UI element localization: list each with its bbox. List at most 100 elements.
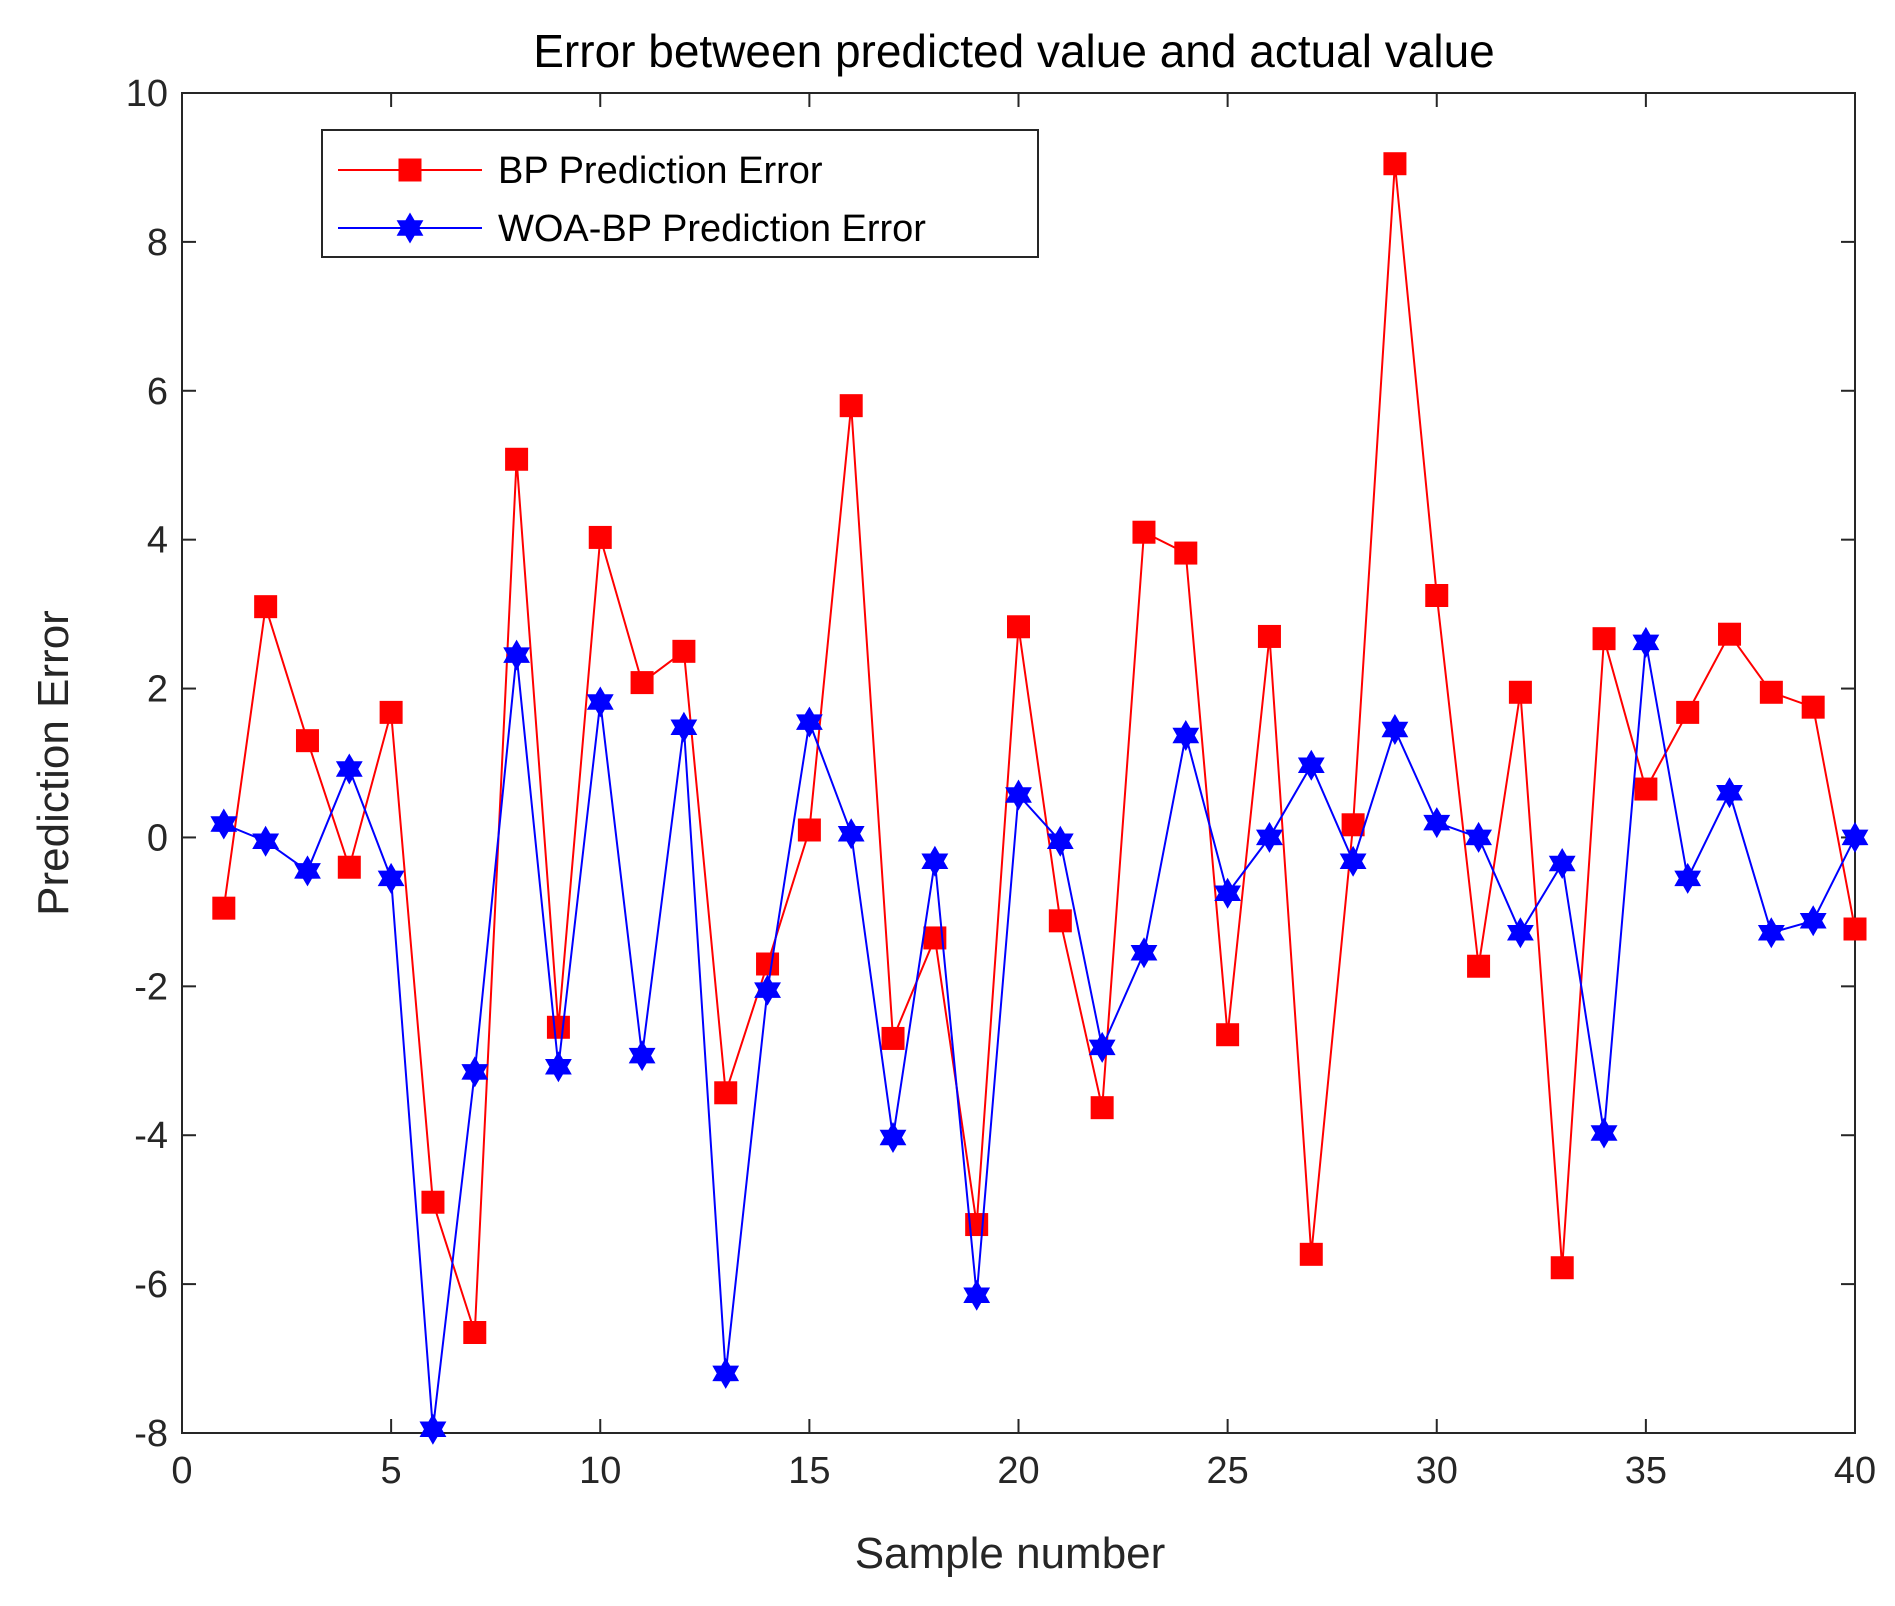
- data-point-woa-bp: [252, 825, 280, 857]
- data-point-woa-bp: [1255, 821, 1283, 853]
- data-point-bp: [714, 1081, 738, 1105]
- data-point-woa-bp: [1674, 862, 1702, 894]
- chart-title: Error between predicted value and actual…: [533, 25, 1495, 77]
- data-point-woa-bp: [796, 706, 823, 738]
- legend-marker-bp: [398, 158, 422, 182]
- y-axis: -8 -6 -4 -2 0 2 4 6 8 10: [126, 73, 1855, 1455]
- x-tick-label: 30: [1416, 1450, 1458, 1492]
- data-point-woa-bp: [754, 974, 782, 1006]
- legend-item-bp: BP Prediction Error: [338, 150, 823, 192]
- y-tick-label: 10: [126, 73, 168, 115]
- data-point-woa-bp: [628, 1040, 656, 1072]
- data-point-woa-bp: [1130, 937, 1158, 969]
- data-point-woa-bp: [1841, 821, 1869, 853]
- data-point-woa-bp: [921, 845, 949, 877]
- data-point-bp: [1676, 700, 1700, 724]
- data-point-woa-bp: [294, 855, 321, 887]
- data-point-woa-bp: [1465, 821, 1492, 853]
- data-point-bp: [1007, 615, 1030, 639]
- data-point-woa-bp: [837, 818, 865, 850]
- data-point-woa-bp: [1716, 777, 1743, 809]
- x-tick-label: 15: [788, 1450, 830, 1492]
- legend-label-woa-bp: WOA-BP Prediction Error: [498, 208, 926, 250]
- data-point-bp: [1048, 909, 1072, 933]
- x-tick-label: 25: [1206, 1450, 1248, 1492]
- data-point-bp: [1132, 520, 1156, 544]
- data-point-woa-bp: [1214, 877, 1241, 909]
- y-tick-label: -2: [134, 966, 168, 1008]
- y-tick-label: 6: [147, 371, 168, 413]
- data-point-bp: [1759, 680, 1783, 704]
- y-axis-title: Prediction Error: [29, 610, 78, 916]
- data-point-woa-bp: [963, 1279, 991, 1311]
- data-point-bp: [839, 394, 863, 418]
- data-point-bp: [1090, 1096, 1114, 1120]
- data-point-woa-bp: [377, 862, 405, 894]
- data-point-woa-bp: [670, 711, 698, 743]
- data-point-woa-bp: [210, 808, 238, 840]
- data-point-bp: [881, 1026, 905, 1050]
- data-point-woa-bp: [503, 639, 530, 671]
- legend: BP Prediction Error WOA-BP Prediction Err…: [321, 129, 1039, 258]
- data-point-bp: [1425, 584, 1449, 607]
- data-point-bp: [1634, 777, 1658, 801]
- data-point-bp: [463, 1321, 487, 1344]
- data-point-bp: [672, 639, 696, 663]
- legend-marker-woa-bp: [396, 212, 424, 244]
- data-point-bp: [1508, 680, 1532, 704]
- data-point-bp: [1383, 152, 1407, 176]
- data-point-woa-bp: [1757, 917, 1785, 949]
- data-point-bp: [1257, 624, 1281, 648]
- data-point-woa-bp: [545, 1051, 572, 1083]
- x-tick-label: 40: [1834, 1450, 1876, 1492]
- y-tick-label: 8: [147, 222, 168, 264]
- data-point-bp: [546, 1015, 570, 1039]
- y-tick-label: 2: [147, 669, 168, 711]
- series-woa-bp: [210, 626, 1869, 1445]
- x-tick-label: 0: [171, 1450, 192, 1492]
- data-point-woa-bp: [586, 686, 614, 718]
- data-point-bp: [1592, 627, 1616, 651]
- x-tick-label: 35: [1625, 1450, 1667, 1492]
- data-point-woa-bp: [1632, 626, 1660, 658]
- legend-item-woa-bp: WOA-BP Prediction Error: [338, 208, 926, 250]
- x-tick-label: 10: [579, 1450, 621, 1492]
- data-point-woa-bp: [879, 1122, 907, 1153]
- y-tick-label: -4: [134, 1115, 168, 1157]
- data-point-bp: [421, 1190, 445, 1214]
- data-point-woa-bp: [419, 1413, 447, 1445]
- y-tick-label: 4: [147, 520, 168, 562]
- data-point-bp: [1801, 695, 1825, 719]
- data-point-bp: [630, 671, 654, 695]
- legend-label-bp: BP Prediction Error: [498, 150, 823, 192]
- data-point-bp: [756, 952, 780, 976]
- series-line-bp: [222, 163, 1856, 1333]
- data-point-bp: [1216, 1023, 1240, 1047]
- data-point-bp: [1341, 813, 1365, 837]
- data-point-bp: [1550, 1256, 1574, 1280]
- data-point-bp: [295, 729, 319, 753]
- x-axis: 0 5 10 15 20 25 30 35 40: [171, 93, 1876, 1492]
- plot-area: [181, 92, 1856, 1434]
- data-point-woa-bp: [461, 1056, 489, 1088]
- x-tick-label: 20: [997, 1450, 1039, 1492]
- data-point-woa-bp: [1297, 749, 1325, 781]
- data-point-bp: [588, 525, 612, 549]
- data-point-woa-bp: [1381, 714, 1409, 745]
- data-point-woa-bp: [1088, 1031, 1116, 1063]
- data-point-woa-bp: [1507, 917, 1534, 949]
- data-point-woa-bp: [1339, 845, 1367, 877]
- data-point-bp: [1174, 541, 1198, 565]
- x-axis-title: Sample number: [855, 1529, 1166, 1578]
- data-point-bp: [212, 896, 236, 920]
- legend-box: [321, 129, 1039, 258]
- data-point-woa-bp: [1799, 905, 1827, 937]
- data-point-woa-bp: [712, 1357, 740, 1389]
- data-point-bp: [379, 700, 403, 724]
- data-point-woa-bp: [1548, 848, 1576, 879]
- data-point-bp: [254, 595, 278, 619]
- series-line-woa-bp: [223, 642, 1856, 1430]
- data-point-woa-bp: [335, 753, 363, 785]
- data-point-bp: [797, 818, 821, 842]
